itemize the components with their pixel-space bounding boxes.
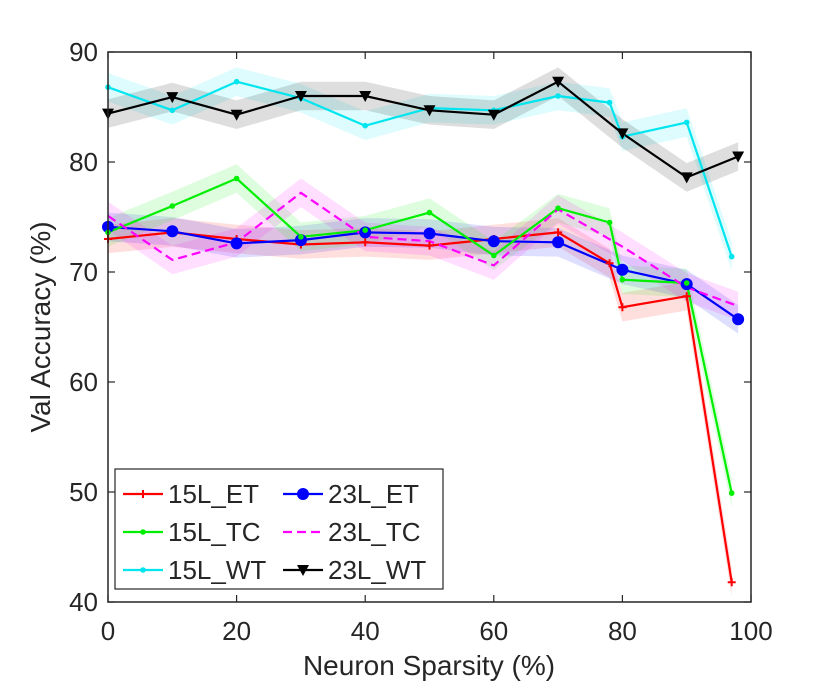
point-15l-wt-2 xyxy=(233,78,240,85)
point-23l-et-1 xyxy=(166,225,179,238)
point-15l-wt-4 xyxy=(362,122,369,129)
x-tick-label-1: 20 xyxy=(222,616,251,646)
point-23l-et-10 xyxy=(732,313,745,326)
point-23l-wt-9 xyxy=(680,172,693,184)
point-23l-wt-6 xyxy=(487,109,500,121)
legend-marker-23l-wt xyxy=(297,565,309,576)
legend-label-15l-tc: 15L_TC xyxy=(168,517,261,547)
point-15l-et-7 xyxy=(554,228,563,237)
legend-marker-15l-et xyxy=(139,490,147,498)
legend-box xyxy=(114,468,444,590)
point-15l-wt-10 xyxy=(683,119,690,126)
point-15l-tc-2 xyxy=(233,175,240,182)
point-23l-wt-2 xyxy=(230,109,243,121)
plot-frame xyxy=(107,51,752,603)
point-15l-wt-11 xyxy=(728,253,735,260)
point-23l-wt-3 xyxy=(294,91,307,102)
y-tick-label-5: 90 xyxy=(69,37,98,67)
point-23l-wt-4 xyxy=(359,91,372,102)
point-23l-wt-8 xyxy=(616,128,629,140)
x-axis-ticks: 0 20 40 60 80 100 xyxy=(101,52,773,646)
line-23l-tc xyxy=(107,191,739,308)
legend-label-23l-tc: 23L_TC xyxy=(328,517,421,547)
point-15l-et-10 xyxy=(682,292,691,301)
line-15l-tc xyxy=(107,177,733,494)
y-axis-label: Val Accuracy (%) xyxy=(25,221,56,432)
y-tick-label-4: 80 xyxy=(69,147,98,177)
legend: 15L_ET 23L_ET 15L_TC 23L_TC 15L_WT 23L_WT xyxy=(114,468,444,590)
point-15l-tc-4 xyxy=(362,227,369,233)
point-23l-wt-7 xyxy=(552,76,565,88)
x-tick-label-5: 100 xyxy=(729,616,772,646)
x-axis-label: Neuron Sparsity (%) xyxy=(303,650,555,681)
legend-label-15l-wt: 15L_WT xyxy=(168,555,266,585)
x-tick-label-3: 60 xyxy=(479,616,508,646)
point-15l-wt-1 xyxy=(169,107,176,114)
legend-label-15l-et: 15L_ET xyxy=(168,479,259,509)
point-15l-tc-8 xyxy=(606,219,613,226)
legend-label-23l-et: 23L_ET xyxy=(328,479,419,509)
point-23l-wt-1 xyxy=(166,92,179,104)
point-15l-tc-11 xyxy=(728,490,735,496)
point-15l-tc-6 xyxy=(491,252,497,259)
x-tick-label-4: 80 xyxy=(608,616,637,646)
x-tick-label-0: 0 xyxy=(101,616,115,646)
point-15l-wt-7 xyxy=(555,93,561,99)
legend-marker-15l-tc xyxy=(140,529,146,535)
line-15l-wt xyxy=(107,80,733,257)
y-axis-ticks: 40 50 60 70 80 90 xyxy=(69,37,751,617)
y-tick-label-1: 50 xyxy=(69,477,98,507)
point-15l-tc-7 xyxy=(555,205,561,211)
band-15l-tc xyxy=(108,164,732,508)
legend-marker-15l-wt xyxy=(140,567,146,573)
point-23l-wt-5 xyxy=(423,105,436,117)
point-15l-et-4 xyxy=(361,238,370,247)
legend-label-23l-wt: 23L_WT xyxy=(328,555,426,585)
series-markers xyxy=(102,76,745,587)
y-tick-label-0: 40 xyxy=(69,587,98,617)
point-15l-tc-1 xyxy=(169,203,176,209)
point-23l-et-5 xyxy=(423,227,436,240)
point-23l-et-8 xyxy=(616,263,629,276)
point-15l-et-5 xyxy=(425,241,434,250)
point-15l-tc-9 xyxy=(619,276,626,283)
line-15l-et xyxy=(107,231,733,583)
point-15l-tc-10 xyxy=(683,280,690,286)
point-15l-et-11 xyxy=(727,578,736,587)
point-15l-tc-5 xyxy=(426,209,433,216)
point-15l-et-9 xyxy=(618,303,627,312)
point-15l-tc-3 xyxy=(298,234,304,240)
point-23l-et-6 xyxy=(487,235,500,248)
point-15l-et-8 xyxy=(605,259,614,268)
point-23l-et-2 xyxy=(230,237,243,250)
x-tick-label-2: 40 xyxy=(351,616,380,646)
y-tick-label-3: 70 xyxy=(69,257,98,287)
y-tick-label-2: 60 xyxy=(69,367,98,397)
legend-marker-23l-et xyxy=(297,488,309,500)
point-15l-wt-8 xyxy=(606,99,613,106)
point-23l-et-7 xyxy=(552,236,565,249)
point-23l-wt-10 xyxy=(732,151,745,163)
